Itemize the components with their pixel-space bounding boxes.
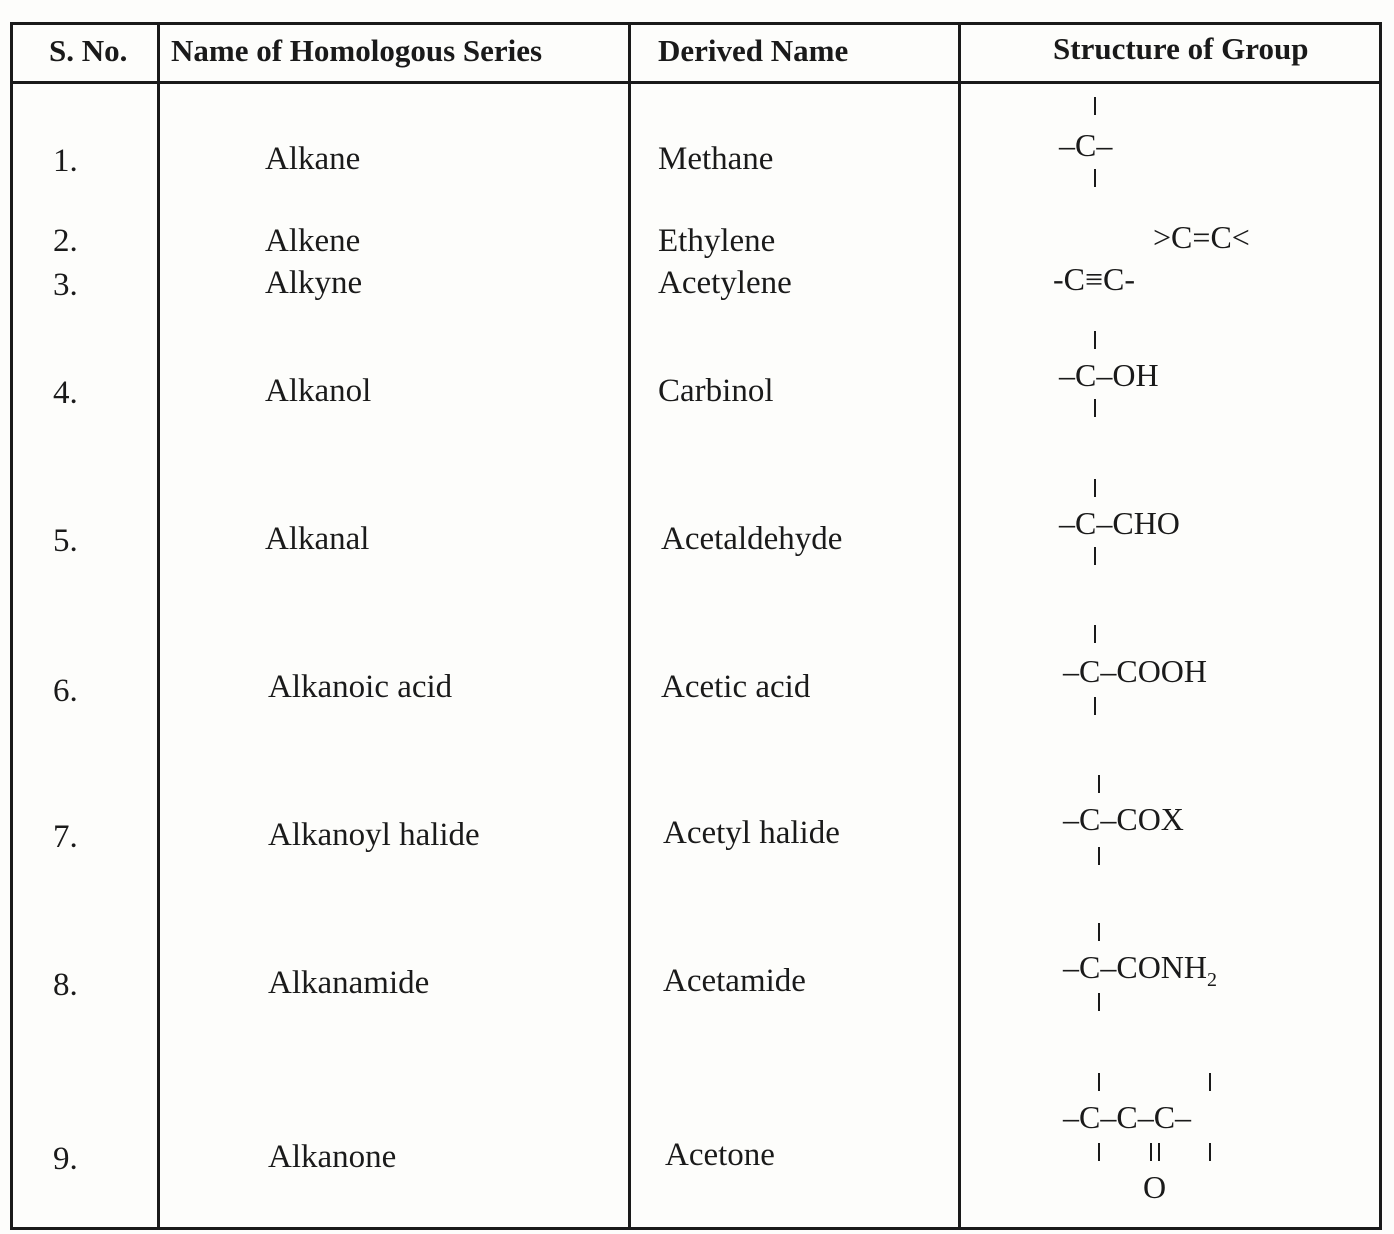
bond-line bbox=[1098, 775, 1100, 793]
bond-line bbox=[1209, 1073, 1211, 1091]
derived-cell: Acetone bbox=[665, 1137, 775, 1173]
series-cell: Alkanone bbox=[268, 1139, 397, 1175]
bond-line bbox=[1094, 97, 1096, 115]
structure-alkyne: -C≡C- bbox=[1053, 261, 1136, 297]
series-cell: Alkyne bbox=[265, 265, 363, 301]
derived-cell: Acetylene bbox=[658, 265, 792, 301]
column-divider bbox=[958, 25, 961, 1227]
sno-cell: 4. bbox=[53, 375, 78, 411]
bond-line bbox=[1098, 1143, 1100, 1161]
oxygen-atom: O bbox=[1143, 1169, 1167, 1205]
header-derived: Derived Name bbox=[658, 33, 849, 68]
bond-line bbox=[1098, 1073, 1100, 1091]
homologous-series-table: S. No. Name of Homologous Series Derived… bbox=[10, 22, 1382, 1230]
series-cell: Alkanoic acid bbox=[268, 669, 453, 705]
structure-text: –C–COOH bbox=[1063, 653, 1208, 689]
structure-text: –C–OH bbox=[1059, 357, 1159, 393]
bond-line bbox=[1098, 993, 1100, 1011]
bond-line bbox=[1094, 697, 1096, 715]
bond-line bbox=[1094, 547, 1096, 565]
bond-line bbox=[1094, 479, 1096, 497]
bond-line bbox=[1094, 399, 1096, 417]
series-cell: Alkane bbox=[265, 141, 361, 177]
bond-line bbox=[1098, 923, 1100, 941]
sno-cell: 9. bbox=[53, 1141, 78, 1177]
sno-cell: 3. bbox=[53, 267, 78, 303]
derived-cell: Ethylene bbox=[658, 223, 776, 259]
derived-cell: Carbinol bbox=[658, 373, 774, 409]
sno-cell: 5. bbox=[53, 523, 78, 559]
derived-cell: Acetaldehyde bbox=[661, 521, 843, 557]
sno-cell: 2. bbox=[53, 223, 78, 259]
column-divider bbox=[157, 25, 160, 1227]
series-cell: Alkanoyl halide bbox=[268, 817, 480, 853]
bond-line bbox=[1098, 847, 1100, 865]
structure-text: –C–COX bbox=[1063, 801, 1184, 837]
structure-text: –C– bbox=[1059, 127, 1113, 163]
sno-cell: 6. bbox=[53, 673, 78, 709]
structure-text: –C–CHO bbox=[1059, 505, 1180, 541]
bond-line bbox=[1094, 331, 1096, 349]
header-series: Name of Homologous Series bbox=[171, 33, 543, 68]
sno-cell: 7. bbox=[53, 819, 78, 855]
derived-cell: Acetic acid bbox=[661, 669, 811, 705]
sno-cell: 1. bbox=[53, 143, 78, 179]
structure-text: –C–CONH2 bbox=[1063, 949, 1218, 991]
header-structure: Structure of Group bbox=[1053, 31, 1309, 66]
series-cell: Alkanal bbox=[265, 521, 370, 557]
bond-line bbox=[1094, 169, 1096, 187]
sno-cell: 8. bbox=[53, 967, 78, 1003]
derived-cell: Acetamide bbox=[663, 963, 806, 999]
structure-text: –C–C–C– bbox=[1063, 1099, 1192, 1135]
derived-cell: Methane bbox=[658, 141, 774, 177]
series-cell: Alkanol bbox=[265, 373, 372, 409]
derived-cell: Acetyl halide bbox=[663, 815, 840, 851]
series-cell: Alkanamide bbox=[268, 965, 430, 1001]
double-bond-line bbox=[1158, 1143, 1160, 1161]
structure-alkene: >C=C< bbox=[1153, 219, 1250, 255]
series-cell: Alkene bbox=[265, 223, 361, 259]
double-bond-line bbox=[1150, 1143, 1152, 1161]
column-divider bbox=[628, 25, 631, 1227]
bond-line bbox=[1094, 625, 1096, 643]
header-sno: S. No. bbox=[49, 33, 128, 68]
bond-line bbox=[1209, 1143, 1211, 1161]
header-divider bbox=[13, 81, 1379, 84]
